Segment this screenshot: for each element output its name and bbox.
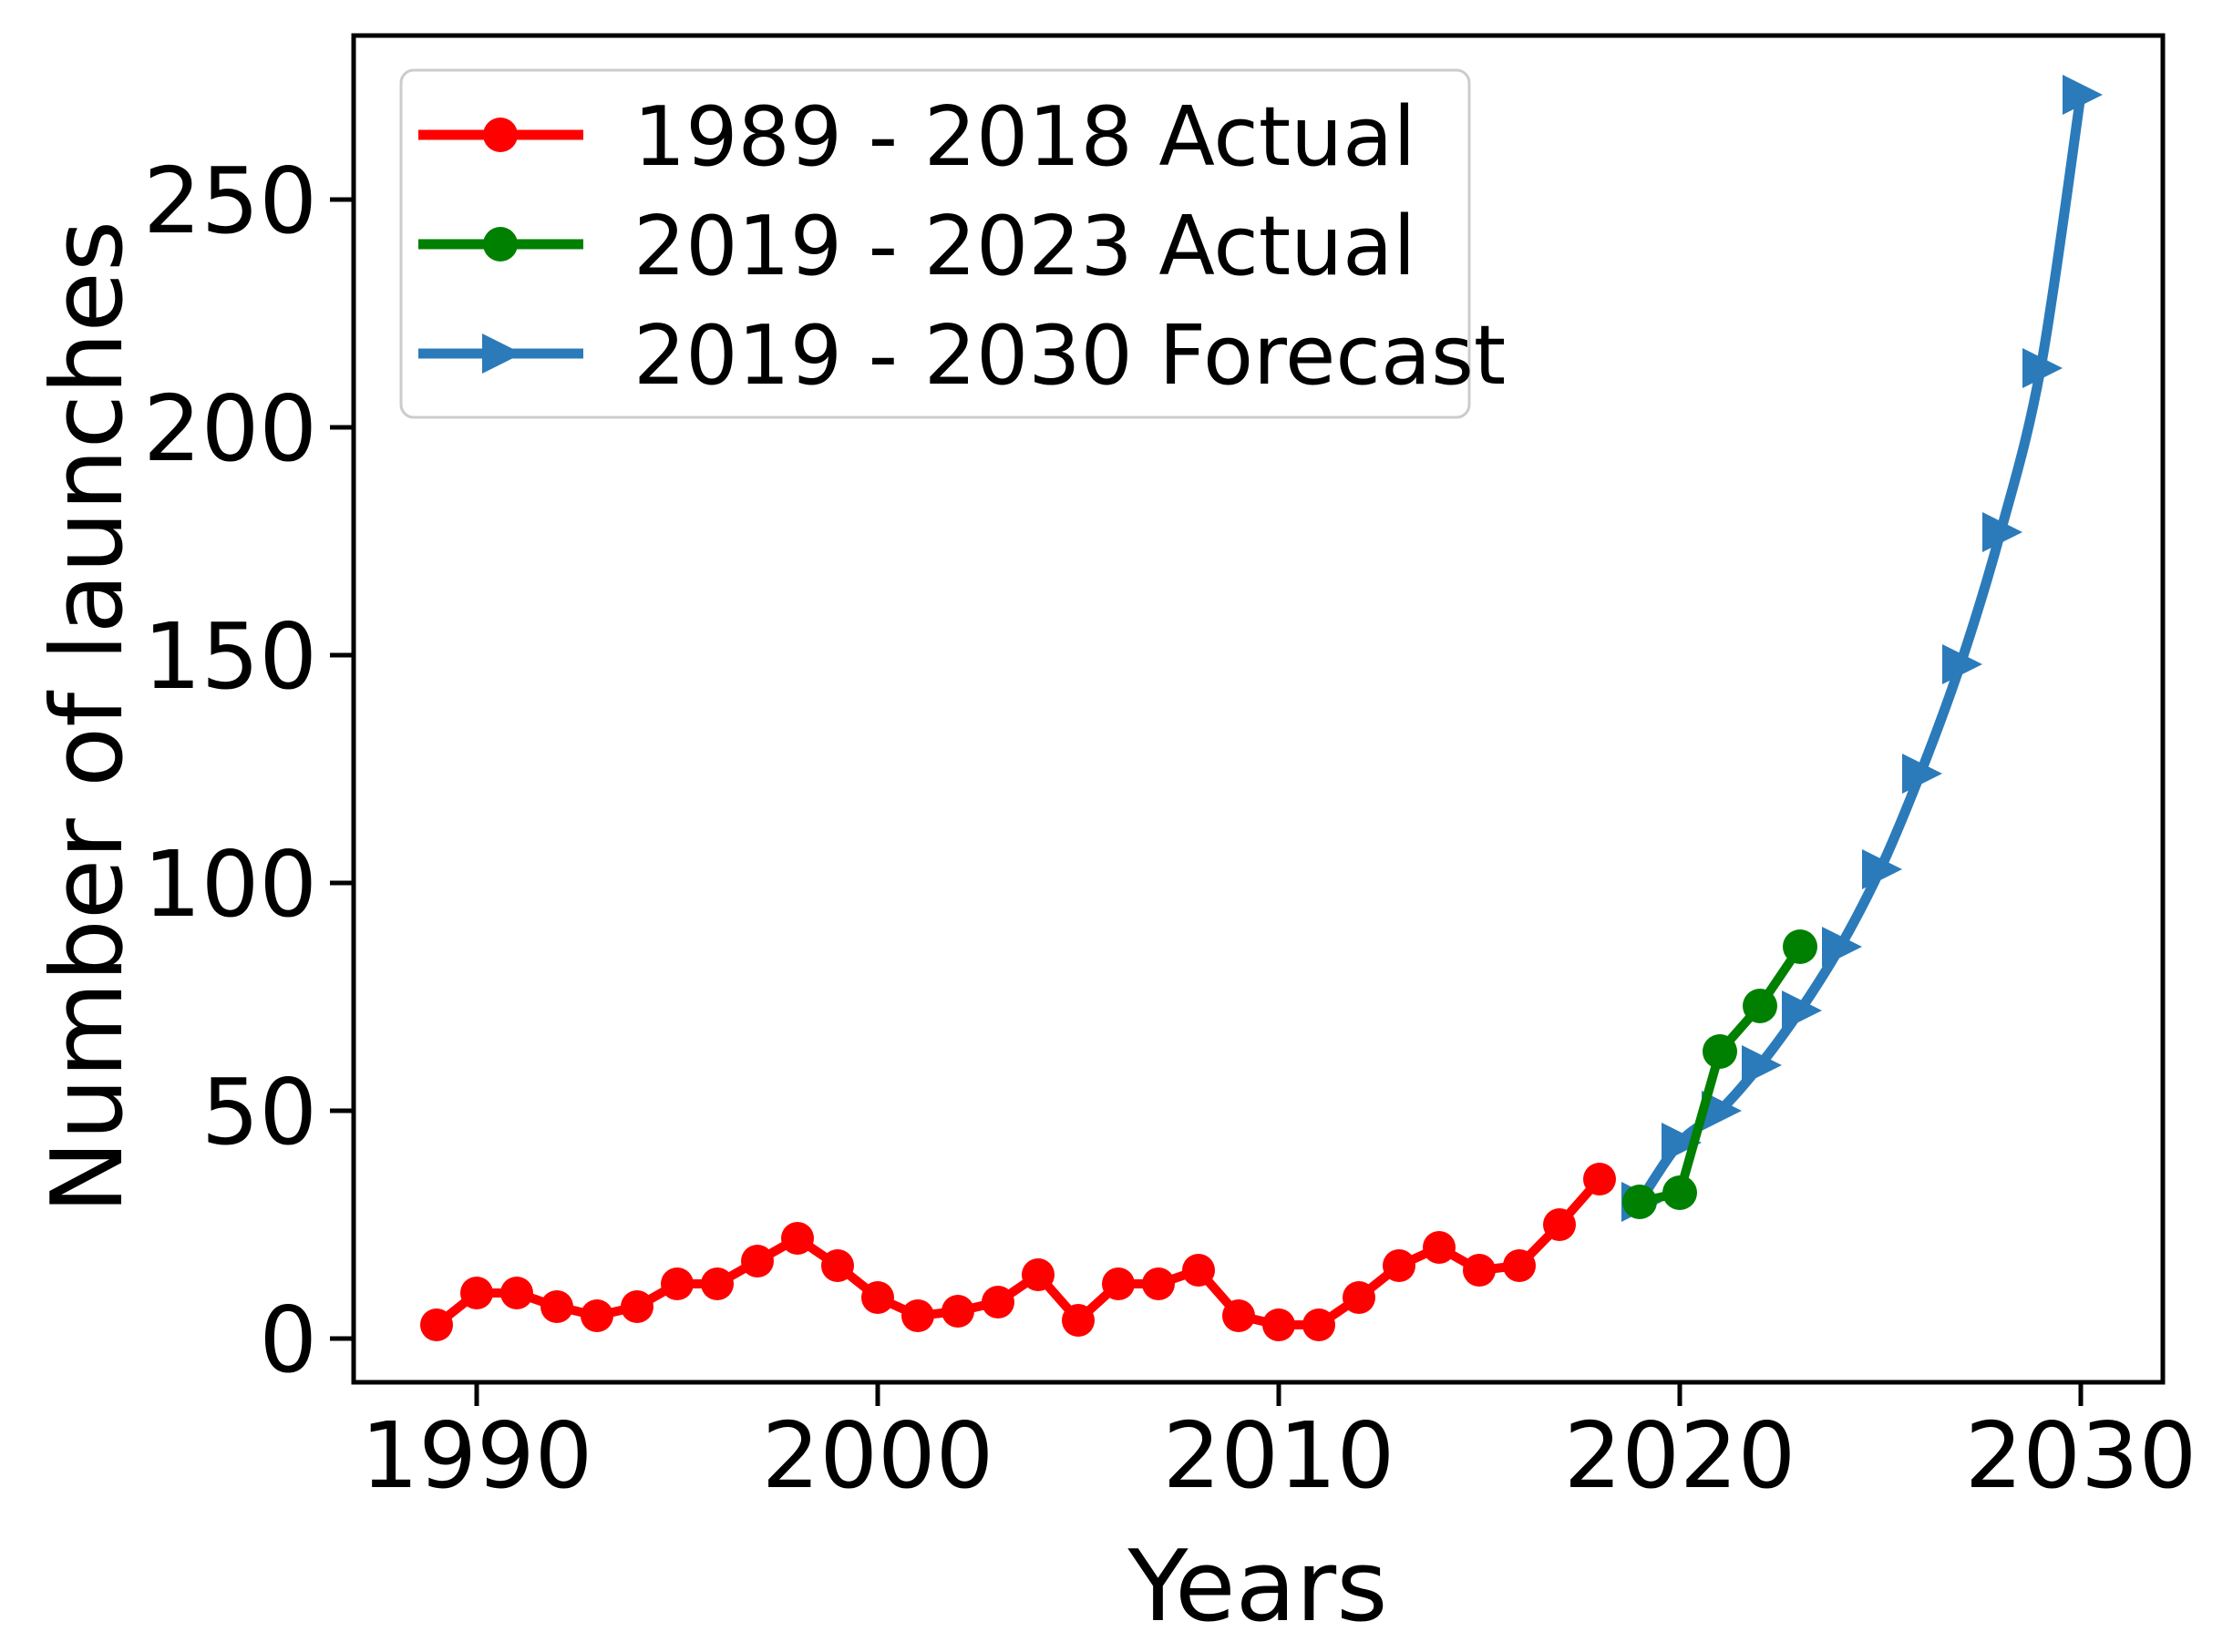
- triangle-right-marker: [1782, 990, 1822, 1031]
- circle-marker: [942, 1295, 974, 1328]
- circle-marker: [781, 1222, 814, 1255]
- circle-marker: [901, 1299, 934, 1332]
- y-tick-label: 100: [143, 831, 317, 938]
- circle-marker: [540, 1290, 573, 1323]
- circle-marker: [1783, 929, 1817, 964]
- legend-box: [399, 68, 1471, 419]
- circle-marker: [1703, 1034, 1737, 1069]
- circle-marker: [1622, 1185, 1657, 1219]
- triangle-right-marker: [1902, 754, 1942, 794]
- y-tick-label: 250: [143, 148, 317, 254]
- circle-marker: [741, 1245, 774, 1277]
- x-tick-label: 2000: [762, 1402, 994, 1509]
- plot-border: [351, 33, 2166, 1385]
- circle-marker: [1182, 1254, 1215, 1287]
- circle-marker: [982, 1286, 1014, 1319]
- circle-marker: [1743, 989, 1777, 1023]
- circle-marker: [500, 1277, 533, 1309]
- circle-marker: [1302, 1308, 1335, 1341]
- series-1: [1622, 929, 1817, 1219]
- y-tick-label: 200: [143, 375, 317, 482]
- circle-marker: [1423, 1231, 1456, 1264]
- series-2: [1621, 75, 2103, 1222]
- legend-label-forecast: 2019 - 2030 Forecast: [633, 308, 1506, 404]
- x-tick-label: 2010: [1163, 1402, 1395, 1509]
- triangle-right-marker: [2022, 348, 2063, 388]
- legend-circle-marker-icon: [483, 227, 518, 262]
- series-0: [420, 1163, 1616, 1341]
- legend-label-actual-2019: 2019 - 2023 Actual: [633, 199, 1415, 294]
- legend-label-actual-1989: 1989 - 2018 Actual: [633, 89, 1415, 185]
- triangle-right-marker: [1942, 644, 1982, 684]
- circle-marker: [661, 1267, 694, 1300]
- circle-marker: [1022, 1258, 1055, 1291]
- circle-marker: [621, 1290, 653, 1323]
- legend: 1989 - 2018 Actual 2019 - 2023 Actual 20…: [399, 68, 1506, 419]
- circle-marker: [1543, 1208, 1576, 1241]
- legend-circle-marker-icon: [483, 118, 518, 152]
- triangle-right-marker: [1662, 1123, 1702, 1163]
- circle-marker: [821, 1249, 854, 1282]
- circle-marker: [581, 1299, 613, 1332]
- circle-marker: [1503, 1249, 1536, 1282]
- triangle-right-marker: [2063, 75, 2103, 115]
- circle-marker: [701, 1267, 734, 1300]
- circle-marker: [1102, 1267, 1135, 1300]
- triangle-right-marker: [1982, 512, 2022, 552]
- triangle-right-marker: [1822, 927, 1862, 967]
- x-tick-label: 2030: [1965, 1402, 2197, 1509]
- x-tick-label: 1990: [361, 1402, 593, 1509]
- triangle-right-marker: [1862, 849, 1902, 889]
- y-tick-label: 0: [259, 1287, 317, 1393]
- circle-marker: [1463, 1254, 1496, 1287]
- x-axis-title: Years: [1127, 1530, 1388, 1644]
- axes: 1990 2000 2010 2020 2030 0 50 100 150 200 250: [143, 33, 2197, 1509]
- y-tick-label: 50: [201, 1059, 317, 1165]
- circle-marker: [1583, 1163, 1616, 1195]
- circle-marker: [1262, 1308, 1295, 1341]
- circle-marker: [1222, 1299, 1255, 1332]
- circle-marker: [1662, 1175, 1697, 1210]
- circle-marker: [460, 1277, 493, 1309]
- circle-marker: [1343, 1281, 1375, 1314]
- y-axis-title: Number of launches: [31, 221, 145, 1214]
- circle-marker: [1062, 1304, 1095, 1337]
- circle-marker: [861, 1281, 894, 1314]
- y-tick-label: 150: [143, 603, 317, 710]
- plot-area: [420, 75, 2103, 1341]
- circle-marker: [420, 1308, 453, 1341]
- triangle-right-marker: [1742, 1045, 1782, 1085]
- triangle-right-marker: [1702, 1091, 1742, 1131]
- legend-triangle-right-marker-icon: [482, 333, 522, 374]
- circle-marker: [1383, 1249, 1415, 1282]
- circle-marker: [1142, 1267, 1175, 1300]
- x-tick-label: 2020: [1564, 1402, 1796, 1509]
- series-line: [1634, 89, 2086, 1207]
